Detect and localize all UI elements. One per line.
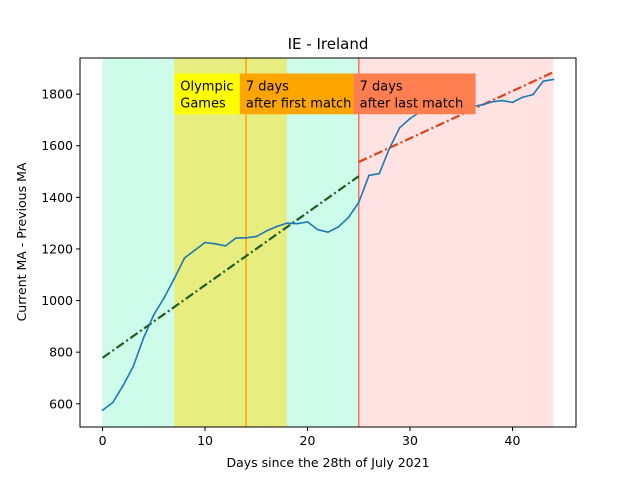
data-point [224,244,227,247]
data-point [316,228,319,231]
annotation-1: 7 days after first match [239,73,354,115]
trendline-0 [101,175,360,359]
y-axis-ticks: 600 800 1000 1200 1400 1600 1800 [41,87,80,411]
data-point [511,101,514,104]
trend-lines [101,71,554,359]
data-point [142,337,145,339]
trendline-1 [358,71,554,163]
y-tick-label: 600 [49,396,73,411]
annotation-text: Olympic [180,79,233,94]
data-point [265,229,268,232]
annotation-2: 7 days after last match [353,73,476,115]
data-point [111,401,114,404]
data-point [480,104,483,106]
x-tick-label: 30 [402,433,418,448]
data-point [255,235,258,238]
shaded-region-0 [102,58,175,427]
data-point [193,249,196,252]
x-tick-label: 20 [300,433,316,448]
data-point [398,126,401,129]
marker-lines [245,58,360,427]
data-point [204,241,206,244]
data-point [409,117,411,120]
data-point [122,384,124,387]
data-point [327,231,329,234]
annotation-text: after first match [246,96,352,111]
shaded-region-2 [287,58,359,427]
data-point [501,99,504,102]
annotation-text: after last match [360,96,464,111]
data-point [101,409,104,412]
annotation-box [174,73,240,115]
data-point [347,216,350,219]
plot-frame [79,57,577,428]
y-tick-label: 1600 [41,138,73,153]
y-axis-label: Current MA - Previous MA [14,162,29,321]
data-point [163,297,165,299]
data-point [368,174,370,177]
data-point [152,313,155,316]
x-axis-label: Days since the 28th of July 2021 [226,455,429,470]
annotation-0: Olympic Games [174,73,240,115]
y-tick-label: 800 [49,345,73,360]
data-point [306,220,309,223]
data-point [245,236,247,239]
annotation-text: 7 days [360,79,403,94]
annotation-box [353,73,476,115]
data-point [357,201,360,204]
y-tick-label: 1800 [41,87,73,102]
x-axis-ticks: 0 10 20 30 40 [99,427,521,448]
y-tick-label: 1400 [41,190,73,205]
x-tick-label: 40 [505,433,521,448]
data-point [183,257,186,259]
data-point [173,277,176,280]
data-point [234,237,237,240]
data-point [552,78,555,81]
shaded-regions [102,58,554,427]
chart-title: IE - Ireland [288,35,369,53]
y-tick-label: 1200 [41,241,73,256]
annotation-text: 7 days [246,79,289,94]
annotation-box [239,73,354,115]
x-tick-label: 0 [99,433,107,448]
data-point [275,225,278,228]
data-point [532,93,534,96]
data-point [296,222,299,225]
annotation-text: Games [180,96,226,111]
shaded-region-3 [358,58,554,427]
data-point [388,147,391,150]
data-point [491,100,493,103]
data-point [286,222,288,225]
data-point [337,226,340,228]
data-point [521,96,524,99]
y-tick-label: 1000 [41,293,73,308]
x-tick-label: 10 [197,433,213,448]
data-point [378,172,381,175]
data-point [214,242,217,245]
data-point [542,80,545,83]
data-point [132,365,135,368]
